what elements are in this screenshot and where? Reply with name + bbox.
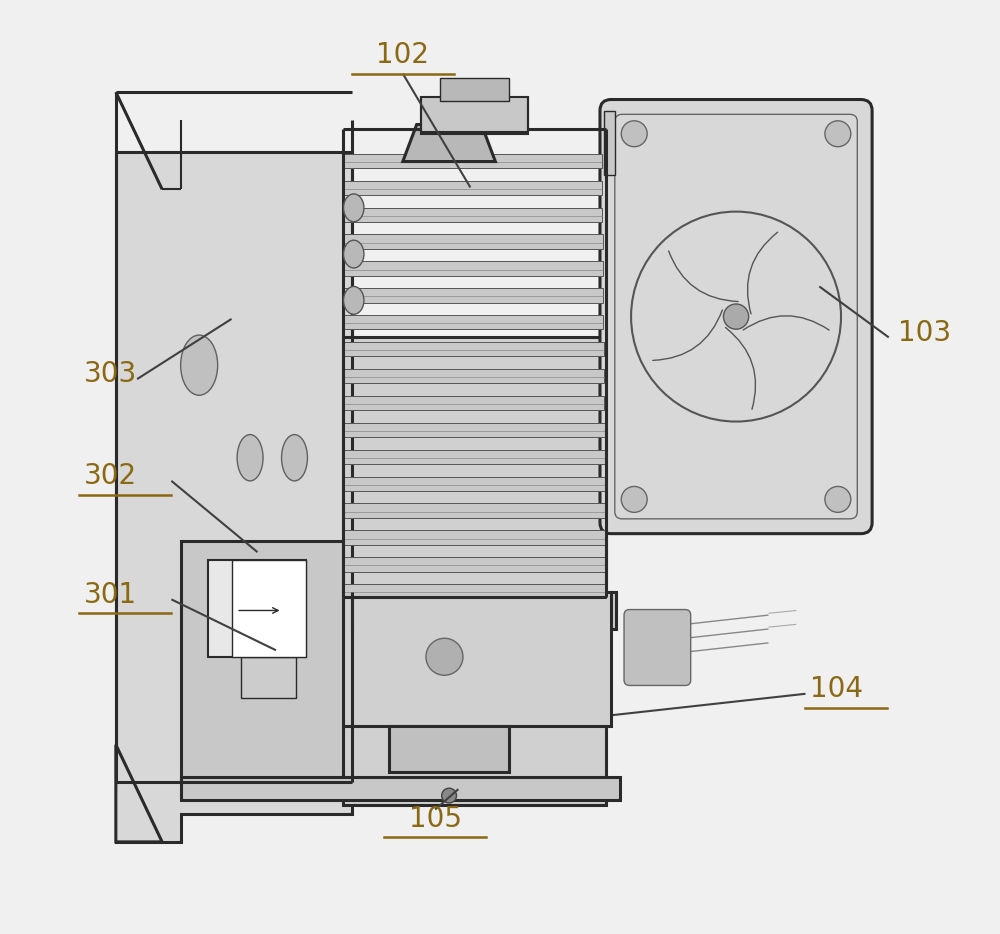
Bar xyxy=(343,207,602,221)
Bar xyxy=(343,180,602,195)
Polygon shape xyxy=(116,744,162,842)
Bar xyxy=(343,592,611,727)
Polygon shape xyxy=(343,337,606,805)
Bar xyxy=(343,531,606,545)
Bar xyxy=(181,541,343,782)
Circle shape xyxy=(825,487,851,513)
Bar xyxy=(343,315,603,330)
Text: 302: 302 xyxy=(83,462,137,490)
Bar xyxy=(440,78,509,102)
Circle shape xyxy=(621,487,647,513)
Text: 301: 301 xyxy=(83,581,137,609)
Ellipse shape xyxy=(181,335,218,395)
Bar xyxy=(604,110,615,176)
Bar xyxy=(343,584,606,599)
Bar xyxy=(343,558,606,572)
Polygon shape xyxy=(403,124,495,162)
Circle shape xyxy=(825,120,851,147)
Ellipse shape xyxy=(344,287,364,314)
Bar xyxy=(343,154,602,168)
Bar xyxy=(181,777,620,800)
Bar xyxy=(343,262,603,276)
Circle shape xyxy=(723,304,749,329)
Bar xyxy=(343,476,605,491)
Ellipse shape xyxy=(282,434,307,481)
Text: 303: 303 xyxy=(83,361,137,389)
Bar xyxy=(389,727,509,772)
Ellipse shape xyxy=(344,240,364,268)
Circle shape xyxy=(442,788,456,803)
Bar xyxy=(343,396,604,410)
FancyBboxPatch shape xyxy=(600,100,872,533)
Text: 102: 102 xyxy=(376,41,429,69)
Bar xyxy=(343,342,604,357)
Polygon shape xyxy=(116,152,352,842)
Text: 103: 103 xyxy=(898,318,951,347)
Ellipse shape xyxy=(237,434,263,481)
Text: 104: 104 xyxy=(810,675,863,703)
Bar xyxy=(343,423,605,437)
Bar xyxy=(343,449,605,464)
Circle shape xyxy=(621,120,647,147)
Bar xyxy=(181,592,616,629)
Bar xyxy=(343,369,604,383)
Circle shape xyxy=(426,638,463,675)
Bar xyxy=(343,234,603,248)
Bar xyxy=(208,559,306,657)
Bar xyxy=(343,289,603,303)
Ellipse shape xyxy=(344,194,364,221)
Bar xyxy=(421,97,528,134)
Bar xyxy=(241,657,296,699)
Bar xyxy=(343,503,605,517)
Bar xyxy=(232,559,306,657)
FancyBboxPatch shape xyxy=(624,610,691,686)
Text: 105: 105 xyxy=(409,805,462,833)
